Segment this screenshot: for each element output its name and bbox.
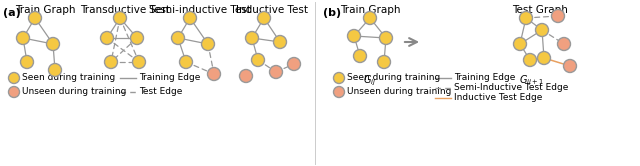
Circle shape	[179, 55, 193, 69]
Text: (a): (a)	[3, 8, 20, 18]
Text: Training Edge: Training Edge	[139, 74, 200, 83]
Circle shape	[104, 55, 118, 69]
Circle shape	[333, 73, 344, 83]
Circle shape	[536, 24, 548, 37]
Circle shape	[17, 32, 29, 44]
Circle shape	[333, 86, 344, 97]
Circle shape	[269, 66, 282, 79]
Text: Transductive Test: Transductive Test	[80, 5, 170, 15]
Circle shape	[131, 32, 143, 44]
Circle shape	[380, 32, 392, 44]
Circle shape	[287, 57, 301, 71]
Circle shape	[239, 70, 253, 83]
Circle shape	[273, 36, 287, 48]
Text: Unseen during training: Unseen during training	[347, 87, 451, 96]
Text: Test Graph: Test Graph	[512, 5, 568, 15]
Circle shape	[524, 53, 536, 67]
Circle shape	[252, 53, 264, 67]
Circle shape	[348, 30, 360, 42]
Text: Training Edge: Training Edge	[454, 74, 515, 83]
Text: Train Graph: Train Graph	[15, 5, 76, 15]
Text: Seen during training: Seen during training	[347, 74, 440, 83]
Text: $G_{ij+1}$: $G_{ij+1}$	[519, 74, 545, 88]
Text: Inductive Test: Inductive Test	[236, 5, 308, 15]
Text: Seen during training: Seen during training	[22, 74, 115, 83]
Circle shape	[378, 55, 390, 69]
Text: $G_{ij}$: $G_{ij}$	[364, 74, 377, 88]
Circle shape	[49, 64, 61, 77]
Circle shape	[246, 32, 259, 44]
Circle shape	[513, 38, 527, 50]
Text: Semi-inductive Test: Semi-inductive Test	[149, 5, 251, 15]
Circle shape	[563, 59, 577, 73]
Text: Unseen during training: Unseen during training	[22, 87, 126, 96]
Circle shape	[172, 32, 184, 44]
Circle shape	[8, 86, 19, 97]
Circle shape	[202, 38, 214, 50]
Circle shape	[20, 55, 33, 69]
Circle shape	[557, 38, 570, 50]
Circle shape	[538, 51, 550, 65]
Circle shape	[207, 68, 221, 81]
Circle shape	[257, 11, 271, 25]
Circle shape	[520, 11, 532, 25]
Text: Inductive Test Edge: Inductive Test Edge	[454, 93, 542, 102]
Circle shape	[364, 11, 376, 25]
Circle shape	[353, 49, 367, 63]
Circle shape	[100, 32, 113, 44]
Circle shape	[8, 73, 19, 83]
Circle shape	[184, 11, 196, 25]
Circle shape	[113, 11, 127, 25]
Circle shape	[47, 38, 60, 50]
Circle shape	[29, 11, 42, 25]
Circle shape	[552, 9, 564, 23]
Text: Train Graph: Train Graph	[340, 5, 400, 15]
Text: (b): (b)	[323, 8, 341, 18]
Text: Test Edge: Test Edge	[139, 87, 182, 96]
Text: Semi-Inductive Test Edge: Semi-Inductive Test Edge	[454, 83, 568, 92]
Circle shape	[132, 55, 145, 69]
